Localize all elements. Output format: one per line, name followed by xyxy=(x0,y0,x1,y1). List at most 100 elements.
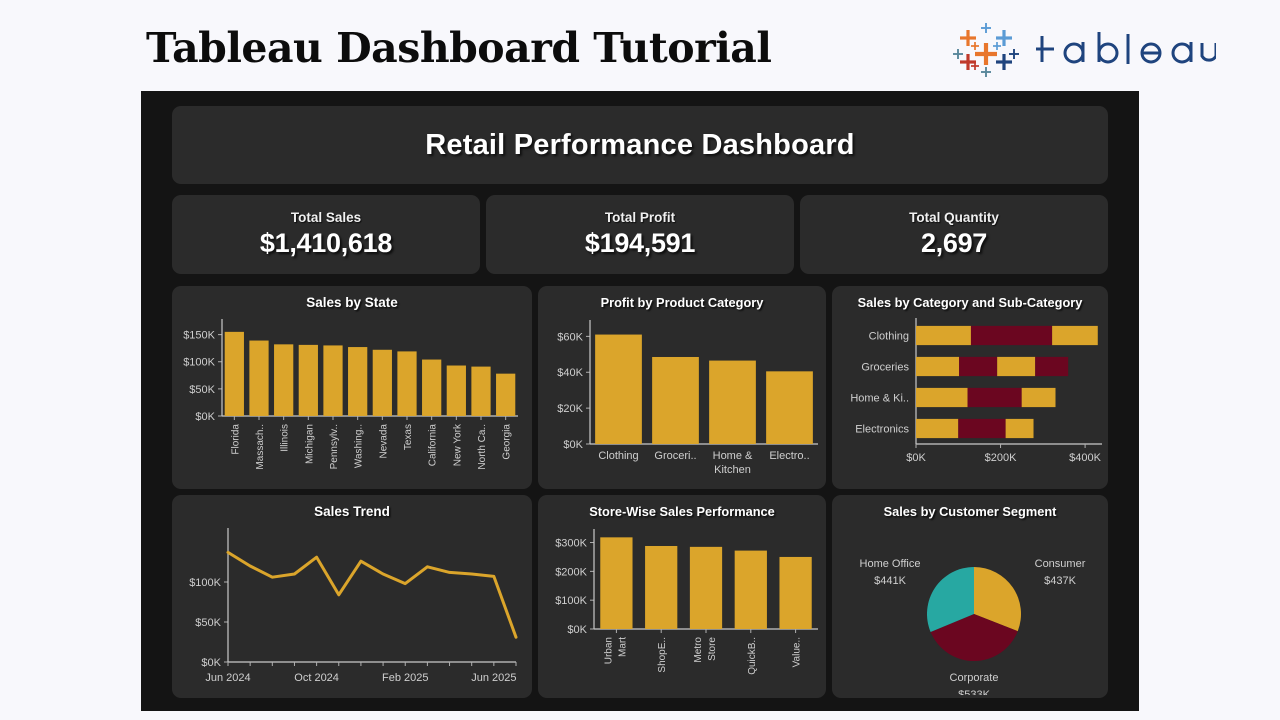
axis-tick-label: Washing.. xyxy=(354,424,365,468)
kpi-card-total-sales[interactable]: Total Sales $1,410,618 xyxy=(172,195,480,274)
axis-tick-label: California xyxy=(428,423,439,466)
axis-tick-label: Electronics xyxy=(855,424,909,436)
axis-tick-label: Jun 2024 xyxy=(205,672,250,684)
axis-tick-label: QuickB.. xyxy=(747,637,758,675)
axis-tick-label: Jun 2025 xyxy=(471,672,516,684)
axis-tick-label: Georgia xyxy=(502,423,513,459)
bar xyxy=(249,340,269,416)
axis-tick-label: Metro xyxy=(693,637,704,663)
bar xyxy=(645,546,678,630)
page-banner: Tableau Dashboard Tutorial xyxy=(0,0,1280,92)
chart-sales-by-state[interactable]: Sales by State $0K $50K $100K $150K Florida M… xyxy=(172,286,532,489)
chart-sales-trend[interactable]: Sales Trend $0K $50K $100K Jun 2024 Oct 2024… xyxy=(172,495,532,698)
pie-value-label: $437K xyxy=(1044,575,1076,587)
plot-area: $0K $100K $200K $300K Urban Mart ShopE.. Metro S… xyxy=(538,519,826,695)
axis-tick-label: $50K xyxy=(195,617,221,629)
bar xyxy=(323,345,343,416)
axis-tick-label: Nevada xyxy=(378,423,389,458)
tableau-logo-mark-icon xyxy=(944,22,1028,78)
kpi-value: 2,697 xyxy=(920,228,988,258)
plot-area: Consumer $437K Corporate $533K Home Office $4… xyxy=(832,519,1108,695)
bar xyxy=(689,546,723,630)
stacked-bar-segment xyxy=(1052,325,1098,346)
bar xyxy=(397,351,417,416)
dashboard-canvas: Retail Performance Dashboard Total Sales… xyxy=(141,91,1139,711)
axis-tick-label: Store xyxy=(707,637,718,661)
bar xyxy=(224,331,244,416)
axis-tick-label: $0K xyxy=(201,657,221,669)
stacked-bar-segment xyxy=(916,387,968,408)
bar xyxy=(274,344,294,416)
axis-tick-label: Kitchen xyxy=(714,464,751,476)
axis-tick-label: Groceries xyxy=(861,362,909,374)
axis-tick-label: New York xyxy=(452,423,463,466)
bar xyxy=(709,360,756,445)
axis-tick-label: $0K xyxy=(906,452,926,464)
axis-tick-label: $0K xyxy=(563,439,583,451)
plot-area: $0K $50K $100K $150K Florida Massach.. Illinoi… xyxy=(172,311,532,487)
chart-sales-by-customer-segment[interactable]: Sales by Customer Segment Consumer $437K C… xyxy=(832,495,1108,698)
bar xyxy=(734,550,767,630)
trend-line xyxy=(226,550,518,639)
axis-tick-label: $20K xyxy=(557,403,583,415)
bar xyxy=(348,346,368,416)
kpi-card-total-quantity[interactable]: Total Quantity 2,697 xyxy=(800,195,1108,274)
page-title: Tableau Dashboard Tutorial xyxy=(146,24,772,72)
stacked-bar-segment xyxy=(916,325,971,346)
axis-tick-label: Clothing xyxy=(598,450,638,462)
axis-tick-label: Mart xyxy=(617,637,628,657)
chart-store-wise-sales[interactable]: Store-Wise Sales Performance $0K $100K $20… xyxy=(538,495,826,698)
chart-title: Sales by State xyxy=(306,295,398,310)
tableau-wordmark xyxy=(1036,26,1216,74)
axis-tick-label: Value.. xyxy=(792,637,803,667)
chart-sales-by-category-subcategory[interactable]: Sales by Category and Sub-Category Cloth… xyxy=(832,286,1108,489)
axis-tick-label: Florida xyxy=(230,423,241,454)
axis-tick-label: Michigan xyxy=(304,424,315,464)
pie-slice xyxy=(927,567,974,633)
stacked-bar-segment xyxy=(970,325,1053,346)
axis-tick-label: Clothing xyxy=(869,331,909,343)
axis-tick-label: Oct 2024 xyxy=(294,672,339,684)
stacked-bar-segment xyxy=(1035,356,1069,377)
kpi-label: Total Quantity xyxy=(909,210,999,225)
bar xyxy=(766,371,813,445)
axis-tick-label: Home & Ki.. xyxy=(850,393,909,405)
chart-profit-by-product-category[interactable]: Profit by Product Category $0K $20K $40K $6… xyxy=(538,286,826,489)
axis-tick-label: $200K xyxy=(985,452,1017,464)
axis-tick-label: $100K xyxy=(189,577,221,589)
axis-tick-label: $50K xyxy=(189,384,215,396)
stacked-bar-segment xyxy=(959,356,998,377)
pie-label: Corporate xyxy=(950,672,999,684)
axis-tick-label: Home & xyxy=(713,450,753,462)
axis-tick-label: Feb 2025 xyxy=(382,672,428,684)
stacked-bar-segment xyxy=(958,418,1006,439)
bar xyxy=(595,334,642,445)
stacked-bar-segment xyxy=(916,418,959,439)
tableau-logo xyxy=(944,22,1264,78)
bar xyxy=(446,365,466,416)
axis-tick-label: $40K xyxy=(557,367,583,379)
stacked-bar-segment xyxy=(1021,387,1056,408)
kpi-value: $194,591 xyxy=(584,228,696,258)
kpi-value: $1,410,618 xyxy=(259,228,393,258)
pie-label: Home Office xyxy=(860,558,921,570)
pie-slice xyxy=(974,567,1021,632)
axis-tick-label: Pennsylv.. xyxy=(329,424,340,469)
stacked-bar-segment xyxy=(916,356,960,377)
bar xyxy=(779,557,812,630)
plot-area: $0K $50K $100K Jun 2024 Oct 2024 Feb 2025 Jun … xyxy=(172,520,532,696)
bar xyxy=(496,373,516,416)
axis-tick-label: Texas xyxy=(403,424,414,450)
stacked-bar-segment xyxy=(1005,418,1034,439)
axis-tick-label: Illinois xyxy=(280,424,291,452)
chart-title: Sales by Category and Sub-Category xyxy=(857,295,1083,310)
bar xyxy=(471,366,491,416)
kpi-card-total-profit[interactable]: Total Profit $194,591 xyxy=(486,195,794,274)
chart-title: Sales by Customer Segment xyxy=(883,504,1057,519)
kpi-label: Total Sales xyxy=(290,210,362,225)
pie-label: Consumer xyxy=(1035,558,1086,570)
axis-tick-label: North Ca.. xyxy=(477,424,488,470)
chart-title: Sales Trend xyxy=(314,504,390,519)
dashboard-title-panel: Retail Performance Dashboard xyxy=(172,106,1108,184)
